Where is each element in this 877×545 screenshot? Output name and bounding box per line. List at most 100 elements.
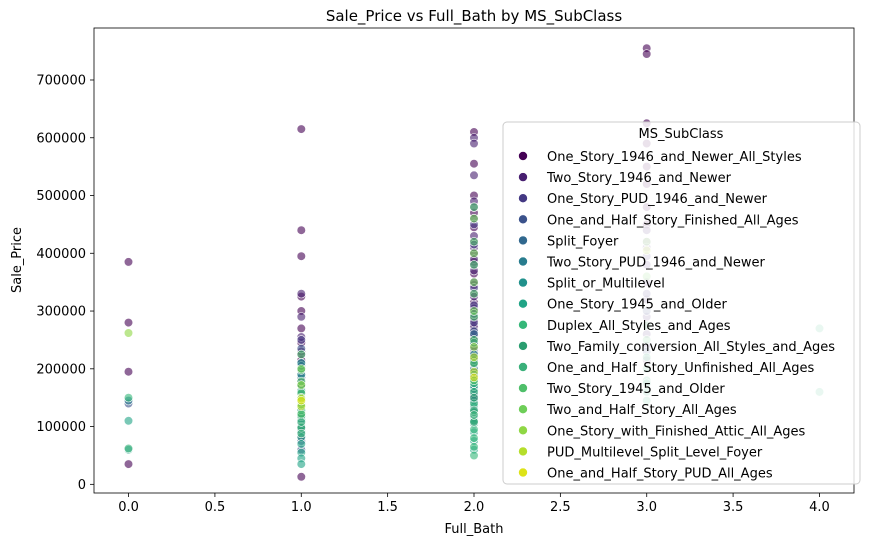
data-point — [469, 393, 479, 403]
legend-label: Two_Story_1945_and_Older — [546, 382, 725, 397]
legend-entries: One_Story_1946_and_Newer_All_Styles Two_S… — [518, 150, 835, 482]
legend-label: Two_Story_1946_and_Newer — [546, 171, 732, 186]
legend-label: One_and_Half_Story_Finished_All_Ages — [547, 213, 799, 228]
legend-label: Split_Foyer — [547, 234, 619, 249]
data-point — [296, 428, 306, 439]
data-point — [469, 159, 479, 169]
data-point — [123, 459, 134, 469]
legend-entry: Duplex_All_Styles_and_Ages — [518, 319, 731, 334]
legend-box — [502, 121, 861, 485]
data-point — [469, 372, 479, 383]
data-point — [469, 306, 479, 316]
legend-marker — [518, 193, 528, 203]
legend-entry: One_Story_PUD_1946_and_Newer — [518, 192, 768, 207]
data-point — [469, 450, 479, 461]
data-point — [123, 318, 134, 328]
y-tick-label: 100000 — [36, 420, 86, 435]
legend-entry: Two_Family_conversion_All_Styles_and_Age… — [518, 340, 835, 355]
legend-label: Two_Story_PUD_1946_and_Newer — [546, 256, 765, 271]
y-tick-label: 600000 — [36, 131, 86, 146]
legend-marker — [518, 277, 528, 288]
legend-label: Two_Family_conversion_All_Styles_and_Age… — [546, 340, 835, 355]
legend-marker — [518, 214, 528, 225]
legend-entry: Two_Story_1946_and_Newer — [518, 171, 732, 186]
legend-title: MS_SubClass — [639, 127, 724, 142]
legend-marker — [518, 235, 528, 246]
data-point — [296, 349, 306, 360]
data-point — [469, 410, 479, 420]
y-tick-label: 300000 — [36, 305, 86, 320]
data-point — [123, 257, 134, 267]
x-tick-label: 1.5 — [377, 500, 398, 515]
legend-entry: Two_and_Half_Story_All_Ages — [518, 403, 737, 418]
legend: MS_SubClass One_Story_1946_and_Newer_All… — [502, 121, 861, 485]
x-axis-label: Full_Bath — [445, 522, 504, 537]
data-point — [123, 393, 134, 403]
data-point — [469, 138, 479, 149]
data-point — [296, 225, 306, 235]
data-point — [469, 170, 479, 180]
legend-label: One_and_Half_Story_PUD_All_Ages — [547, 467, 773, 482]
legend-label: PUD_Multilevel_Split_Level_Foyer — [547, 445, 763, 460]
data-point — [296, 335, 306, 345]
x-axis: 0.0 0.5 1.0 1.5 2.0 2.5 3.0 3.5 4.0 — [118, 493, 830, 515]
legend-entry: PUD_Multilevel_Split_Level_Foyer — [518, 445, 763, 460]
legend-label: One_Story_1946_and_Newer_All_Styles — [547, 150, 802, 165]
legend-entry: One_Story_1945_and_Older — [518, 298, 727, 313]
data-point — [296, 364, 306, 374]
data-point — [469, 352, 479, 362]
chart-title: Sale_Price vs Full_Bath by MS_SubClass — [326, 7, 623, 26]
data-point — [123, 367, 134, 377]
legend-label: Split_or_Multilevel — [547, 277, 665, 292]
data-point — [123, 443, 134, 454]
legend-entry: Two_Story_PUD_1946_and_Newer — [518, 256, 765, 271]
legend-marker — [518, 256, 528, 267]
legend-entry: Two_Story_1945_and_Older — [518, 382, 725, 397]
x-tick-label: 3.0 — [636, 500, 657, 515]
legend-marker — [518, 383, 528, 393]
legend-entry: One_Story_1946_and_Newer_All_Styles — [518, 150, 802, 165]
x-tick-label: 3.5 — [723, 500, 744, 515]
data-point — [296, 439, 306, 449]
x-tick-label: 2.0 — [464, 500, 485, 515]
legend-label: One_Story_PUD_1946_and_Newer — [547, 192, 768, 207]
legend-entry: Split_Foyer — [518, 234, 619, 249]
data-point — [296, 289, 306, 299]
data-point — [469, 277, 479, 287]
data-point — [123, 416, 134, 426]
x-tick-label: 0.5 — [205, 500, 226, 515]
data-point — [469, 433, 479, 443]
data-point — [469, 289, 479, 299]
data-point — [296, 459, 306, 469]
data-point — [469, 214, 479, 224]
legend-label: One_Story_1945_and_Older — [547, 298, 727, 313]
y-tick-label: 200000 — [36, 362, 86, 377]
legend-marker — [518, 446, 528, 457]
legend-marker — [518, 404, 528, 415]
data-point — [296, 417, 306, 427]
legend-marker — [518, 298, 528, 309]
data-point — [296, 312, 306, 322]
data-point — [469, 342, 479, 352]
data-point — [296, 472, 306, 482]
legend-label: One_and_Half_Story_Unfinished_All_Ages — [547, 361, 815, 376]
data-point — [642, 49, 652, 59]
legend-entry: One_and_Half_Story_Finished_All_Ages — [518, 213, 799, 228]
legend-marker — [518, 151, 528, 161]
data-point — [296, 323, 306, 334]
y-tick-label: 400000 — [36, 247, 86, 262]
legend-entry: One_and_Half_Story_Unfinished_All_Ages — [518, 361, 815, 376]
data-point — [469, 202, 479, 212]
x-tick-label: 1.0 — [291, 500, 312, 515]
y-tick-label: 700000 — [36, 73, 86, 88]
data-point — [469, 442, 479, 452]
x-tick-label: 4.0 — [809, 500, 830, 515]
y-tick-label: 500000 — [36, 189, 86, 204]
legend-label: Duplex_All_Styles_and_Ages — [547, 319, 731, 334]
data-point — [296, 251, 306, 261]
x-tick-label: 0.0 — [118, 500, 139, 515]
data-point — [123, 328, 134, 338]
x-tick-label: 2.5 — [550, 500, 571, 515]
legend-marker — [518, 172, 528, 182]
